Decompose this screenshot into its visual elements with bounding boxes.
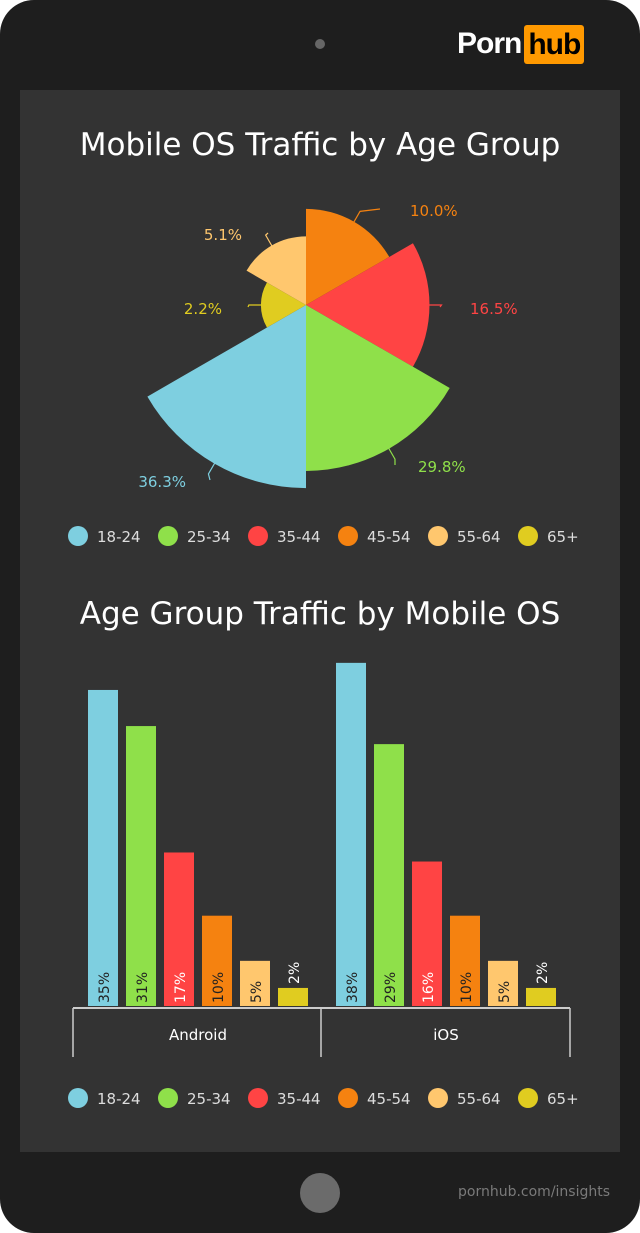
- pie-leader-line: [264, 232, 275, 250]
- pornhub-logo: Porn hub: [457, 24, 585, 64]
- pie-slice-65+: [260, 282, 306, 328]
- bar-Android-25-34: [126, 726, 156, 1006]
- bar-Android-35-44: [164, 852, 194, 1006]
- legend-label: 35-44: [277, 528, 321, 546]
- category-label: iOS: [433, 1026, 459, 1044]
- pie-label: 10.0%: [410, 202, 458, 220]
- bar-title: Age Group Traffic by Mobile OS: [80, 596, 561, 632]
- legend-label: 45-54: [367, 528, 411, 546]
- pie-leader-line: [386, 444, 396, 466]
- legend-label: 25-34: [187, 528, 231, 546]
- legend-label: 65+: [547, 1090, 579, 1108]
- bar-Android-18-24: [88, 689, 118, 1006]
- pie-slice-55-64: [246, 236, 306, 305]
- legend-dot-65+: [518, 526, 538, 546]
- pie-slice-45-54: [306, 208, 390, 305]
- footer-url[interactable]: pornhub.com/insights: [458, 1184, 611, 1200]
- legend-dot-55-64: [428, 1088, 448, 1108]
- bar-value-label: 38%: [345, 972, 361, 1003]
- legend-dot-65+: [518, 1088, 538, 1108]
- legend-label: 25-34: [187, 1090, 231, 1108]
- legend-dot-55-64: [428, 526, 448, 546]
- bar-iOS-25-34: [374, 744, 404, 1006]
- bar-value-label: 35%: [97, 972, 113, 1003]
- bar-Android-65+: [278, 987, 308, 1006]
- legend-label: 18-24: [97, 528, 141, 546]
- pie-leader-line: [351, 208, 381, 226]
- bar-value-label: 5%: [497, 981, 513, 1003]
- pie-label: 29.8%: [418, 458, 466, 476]
- legend-label: 18-24: [97, 1090, 141, 1108]
- bar-Android-55-64: [240, 960, 270, 1006]
- pie-slice-18-24: [147, 305, 306, 489]
- pie-slice-35-44: [306, 243, 430, 367]
- pie-label: 2.2%: [184, 300, 222, 318]
- bar-iOS-55-64: [488, 960, 518, 1006]
- pie-label: 5.1%: [204, 226, 242, 244]
- bar-value-label: 29%: [383, 972, 399, 1003]
- bar-value-label: 10%: [211, 972, 227, 1003]
- bar-value-label: 10%: [459, 972, 475, 1003]
- bar-iOS-45-54: [450, 915, 480, 1006]
- camera-dot: [315, 39, 325, 49]
- bar-value-label: 2%: [287, 962, 303, 984]
- legend-label: 45-54: [367, 1090, 411, 1108]
- legend-label: 55-64: [457, 1090, 501, 1108]
- legend-dot-45-54: [338, 1088, 358, 1108]
- legend-dot-35-44: [248, 526, 268, 546]
- pie-label: 16.5%: [470, 300, 518, 318]
- bar-iOS-18-24: [336, 662, 366, 1006]
- pie-leader-line: [425, 304, 443, 308]
- legend-dot-45-54: [338, 526, 358, 546]
- bar-iOS-35-44: [412, 861, 442, 1006]
- legend-label: 65+: [547, 528, 579, 546]
- bar-value-label: 5%: [249, 981, 265, 1003]
- pie-label: 36.3%: [138, 473, 186, 491]
- bar-value-label: 2%: [535, 962, 551, 984]
- legend-dot-18-24: [68, 526, 88, 546]
- legend-dot-25-34: [158, 1088, 178, 1108]
- home-button[interactable]: [300, 1173, 340, 1213]
- pie-slice-25-34: [306, 305, 450, 471]
- pie-leader-line: [247, 304, 265, 308]
- bar-value-label: 31%: [135, 972, 151, 1003]
- pie-title: Mobile OS Traffic by Age Group: [80, 127, 561, 163]
- legend-dot-35-44: [248, 1088, 268, 1108]
- bar-Android-45-54: [202, 915, 232, 1006]
- legend-label: 35-44: [277, 1090, 321, 1108]
- legend-dot-25-34: [158, 526, 178, 546]
- legend-label: 55-64: [457, 528, 501, 546]
- bar-value-label: 17%: [173, 972, 189, 1003]
- pie-leader-line: [207, 459, 217, 481]
- legend-dot-18-24: [68, 1088, 88, 1108]
- bar-value-label: 16%: [421, 972, 437, 1003]
- bar-iOS-65+: [526, 987, 556, 1006]
- category-label: Android: [169, 1026, 227, 1044]
